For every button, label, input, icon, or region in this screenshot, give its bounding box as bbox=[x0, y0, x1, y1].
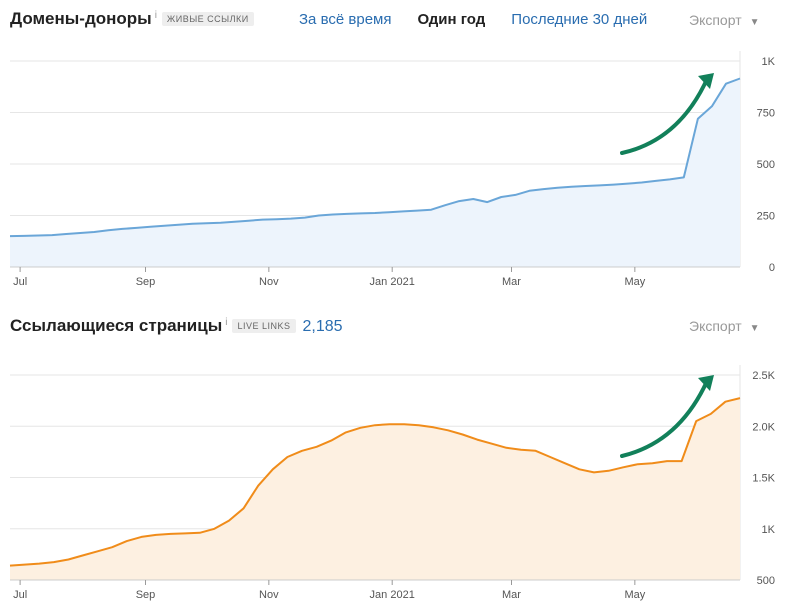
y-tick-label: 250 bbox=[757, 211, 775, 223]
tab-last-30-days[interactable]: Последние 30 дней bbox=[511, 11, 648, 28]
referring-pages-title: Ссылающиеся страницы bbox=[10, 316, 223, 335]
time-range-tabs: За всё время Один год Последние 30 дней bbox=[299, 11, 673, 28]
series-line bbox=[9, 77, 741, 238]
series-area bbox=[10, 78, 740, 267]
x-tick-label: Jan 2021 bbox=[370, 589, 415, 601]
export-button-1[interactable]: Экспорт ▼ bbox=[689, 12, 760, 28]
x-tick-label: Mar bbox=[502, 276, 521, 288]
x-tick-label: Jan 2021 bbox=[370, 276, 415, 288]
series-area bbox=[10, 398, 740, 580]
donor-domains-chart: 0 250 500 750 1K Jul Sep Nov Jan 2021 Mar May bbox=[9, 51, 776, 288]
y-tick-label: 500 bbox=[757, 575, 775, 587]
export-button-2[interactable]: Экспорт ▼ bbox=[689, 318, 760, 334]
y-tick-label: 1K bbox=[762, 56, 776, 68]
y-tick-label: 750 bbox=[757, 108, 775, 120]
x-tick-label: Sep bbox=[136, 589, 156, 601]
tab-all-time[interactable]: За всё время bbox=[299, 11, 392, 28]
series-line bbox=[9, 397, 741, 567]
live-links-badge: ЖИВЫЕ ССЫЛКИ bbox=[161, 12, 254, 26]
info-icon[interactable]: i bbox=[225, 317, 228, 328]
x-tick-label: Nov bbox=[259, 276, 279, 288]
caret-down-icon: ▼ bbox=[749, 17, 760, 28]
y-tick-label: 0 bbox=[769, 262, 775, 274]
referring-pages-header: Ссылающиеся страницы i LIVE LINKS 2,185 bbox=[10, 316, 343, 336]
trend-arrow-shaft bbox=[620, 377, 710, 458]
live-links-badge: LIVE LINKS bbox=[232, 319, 296, 333]
y-tick-label: 1.5K bbox=[752, 473, 775, 485]
referring-pages-chart: 500 1K 1.5K 2.0K 2.5K Jul Sep Nov Jan 2021 Mar May bbox=[9, 365, 776, 601]
y-tick-label: 1K bbox=[762, 524, 776, 536]
trend-arrow-shaft bbox=[620, 75, 710, 155]
x-tick-label: Jul bbox=[13, 589, 27, 601]
x-tick-label: Sep bbox=[136, 276, 156, 288]
x-tick-label: Nov bbox=[259, 589, 279, 601]
x-tick-label: Mar bbox=[502, 589, 521, 601]
donor-domains-title: Домены-доноры bbox=[10, 9, 152, 28]
x-tick-label: May bbox=[624, 276, 645, 288]
trend-arrow-head bbox=[698, 73, 714, 89]
y-tick-label: 2.5K bbox=[752, 370, 775, 382]
x-tick-label: Jul bbox=[13, 276, 27, 288]
trend-arrow-head bbox=[698, 375, 714, 391]
info-icon[interactable]: i bbox=[154, 10, 157, 21]
donor-domains-header: Домены-доноры i ЖИВЫЕ ССЫЛКИ bbox=[10, 9, 254, 29]
export-label: Экспорт bbox=[689, 318, 742, 334]
referring-pages-count[interactable]: 2,185 bbox=[302, 318, 343, 335]
y-tick-label: 500 bbox=[757, 159, 775, 171]
export-label: Экспорт bbox=[689, 12, 742, 28]
x-tick-label: May bbox=[624, 589, 645, 601]
tab-one-year[interactable]: Один год bbox=[417, 11, 486, 28]
y-tick-label: 2.0K bbox=[752, 421, 775, 433]
caret-down-icon: ▼ bbox=[749, 323, 760, 334]
